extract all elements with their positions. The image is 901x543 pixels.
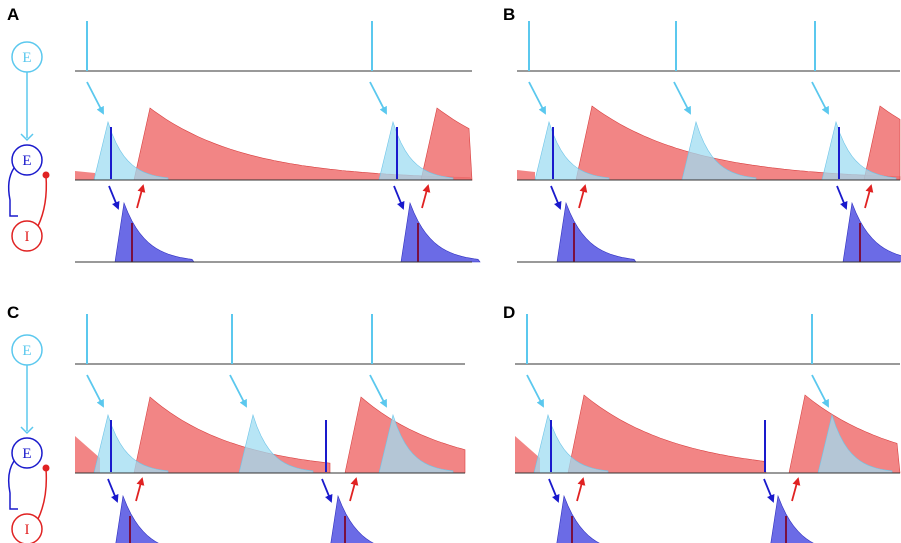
e-to-i-psp-area [330,494,374,543]
i-to-e-connection [37,468,48,520]
e-to-i-psp-area [556,494,600,543]
inhibitory-neuron-label: I [25,522,30,538]
inhibitory-neuron-circle [11,513,43,543]
panel-label-c: C [7,303,19,322]
input-arrow [528,81,546,115]
inhibitory-conductance-area [788,394,901,474]
excitatory-neuron-circle [11,437,43,469]
inhibitory-conductance-area [515,436,540,473]
inhibitory-synapse-icon [42,171,50,179]
e-to-i-arrow [321,478,333,503]
input-psp-area [238,413,314,474]
excitatory-neuron-circle [11,144,43,176]
e-to-i-arrow [393,185,405,210]
e-to-i-arrow [550,185,562,210]
inhibitory-conductance-area [344,396,466,474]
e-to-i-psp-area [400,201,481,263]
e-to-i-psp-area [842,201,901,263]
inhibitory-conductance-area [75,171,95,180]
input-arrow [229,374,247,408]
excitatory-neuron-label: E [22,446,31,462]
panel-a [75,21,481,263]
input-arrow [86,81,104,115]
panel-b [517,21,901,263]
e-to-i-psp-area [770,494,814,543]
i-to-e-arrow [421,184,431,209]
e-to-i-psp-area [115,494,159,543]
excitatory-neuron-label: E [22,153,31,169]
input-psp-area [681,120,757,181]
excitatory-synapse-icon [20,426,34,435]
inhibitory-conductance-area [133,396,331,474]
input-psp-area [93,120,169,181]
panel-label-b: B [503,5,515,24]
input-arrow [369,374,387,408]
panel-label-a: A [7,5,19,24]
input-psp-area [817,413,893,474]
input-arrow [811,81,829,115]
inhibitory-conductance-area [567,394,767,474]
i-to-e-arrow [136,184,146,209]
i-to-e-arrow [135,477,145,502]
input-neuron-label: E [22,50,31,66]
inhibitory-synapse-icon [42,464,50,472]
i-to-e-arrow [578,184,588,209]
inhibitory-conductance-area [75,436,100,473]
input-psp-area [93,413,169,474]
panel-label-d: D [503,303,515,322]
panel-c [75,314,466,543]
e-to-i-psp-area [114,201,195,263]
inhibitory-neuron-label: I [25,229,30,245]
i-to-e-arrow [576,477,586,502]
i-to-e-arrow [349,477,359,502]
input-arrow [86,374,104,408]
panel-d [515,314,901,543]
e-to-i-arrow [763,478,775,503]
inhibitory-conductance-area [517,170,535,180]
i-to-e-arrow [864,184,874,209]
input-psp-area [378,413,454,474]
inhibitory-conductance-area [420,107,473,181]
inhibitory-conductance-area [863,105,901,181]
input-arrow [526,374,544,408]
e-to-i-arrow [548,478,560,503]
e-to-i-arrow [108,185,120,210]
i-to-e-connection [37,175,48,227]
e-to-i-connection [7,167,18,217]
e-to-i-connection [7,460,18,510]
circuit-schematic-top: E E I [7,41,50,252]
input-neuron-label: E [22,343,31,359]
input-arrow [811,374,829,408]
input-psp-area [533,413,609,474]
e-to-i-arrow [107,478,119,503]
e-to-i-arrow [836,185,848,210]
e-to-i-psp-area [556,201,637,263]
excitatory-synapse-icon [20,133,34,142]
i-to-e-arrow [791,477,801,502]
circuit-schematic-bottom: E E I [7,334,50,543]
input-psp-area [821,120,897,181]
inhibitory-neuron-circle [11,220,43,252]
input-arrow [673,81,691,115]
input-arrow [369,81,387,115]
